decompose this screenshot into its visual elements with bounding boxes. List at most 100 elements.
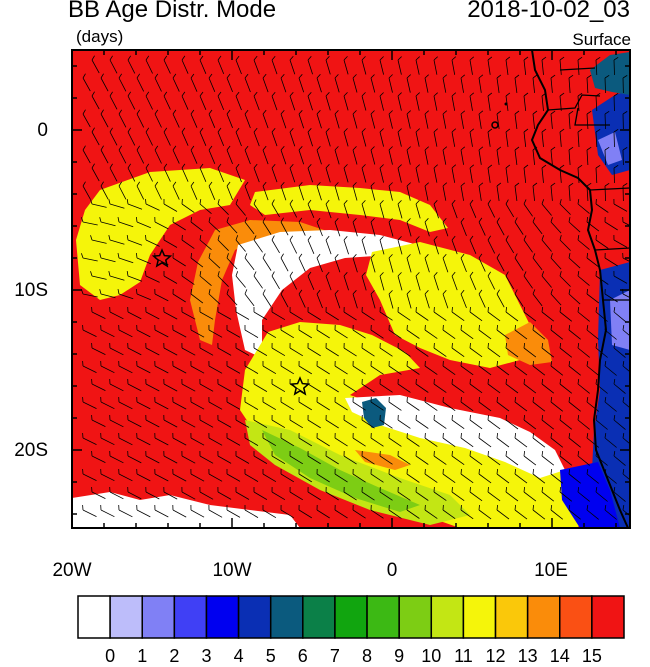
wind-barb: [361, 56, 367, 75]
plot-datetime: 2018-10-02_03: [467, 0, 630, 23]
wind-barb: [523, 486, 537, 502]
wind-barb: [118, 145, 127, 164]
wind-barb: [586, 397, 599, 412]
wind-barb: [622, 469, 630, 481]
wind-barb: [505, 342, 519, 358]
lon-label-0: 0: [386, 560, 398, 581]
wind-barb: [568, 505, 581, 520]
wind-barb: [523, 56, 529, 75]
wind-barb: [118, 504, 133, 518]
wind-barb: [316, 289, 323, 309]
wind-barb: [91, 450, 106, 463]
wind-barb: [99, 253, 116, 263]
wind-barb: [442, 396, 456, 412]
wind-barb: [280, 504, 295, 519]
wind-barb: [163, 163, 171, 182]
wind-barb: [379, 414, 393, 429]
wind-barb: [514, 468, 528, 484]
wind-barb: [280, 289, 289, 308]
wind-barb: [334, 110, 340, 129]
wind-barb: [505, 271, 515, 290]
wind-barb: [442, 289, 449, 309]
wind-barb: [406, 504, 420, 519]
wind-barb: [622, 75, 628, 94]
wind-barb: [541, 378, 555, 394]
wind-barb: [334, 324, 348, 339]
wind-barb: [126, 199, 143, 210]
wind-barb: [370, 290, 376, 309]
wind-barb: [316, 360, 330, 375]
wind-barb: [379, 92, 384, 111]
wind-barb: [577, 128, 583, 148]
wind-barb: [514, 182, 520, 201]
wind-barb: [505, 450, 519, 466]
wind-barb: [226, 505, 241, 518]
wind-barb: [388, 146, 393, 165]
colorbar-label: 4: [233, 646, 244, 666]
field-orange-ring: [190, 220, 330, 345]
wind-barb: [172, 145, 180, 164]
wind-barb: [100, 145, 109, 164]
wind-barb: [217, 450, 232, 464]
wind-barb: [100, 432, 115, 446]
wind-barb: [127, 378, 142, 392]
wind-barb: [550, 289, 562, 306]
wind-barb: [262, 289, 272, 307]
wind-barb: [604, 110, 610, 130]
wind-barb: [226, 325, 241, 338]
wind-barb: [289, 127, 296, 147]
wind-barb: [235, 343, 250, 356]
wind-barb: [442, 217, 449, 237]
wind-barb: [118, 324, 133, 338]
wind-barb: [550, 396, 564, 412]
wind-barb: [307, 56, 313, 75]
wind-barb: [532, 74, 538, 93]
wind-barb: [532, 504, 546, 520]
wind-barb: [271, 91, 278, 111]
wind-barb: [199, 414, 214, 428]
wind-barb: [253, 415, 268, 428]
wind-barb: [325, 271, 332, 291]
wind-barb: [397, 414, 411, 429]
wind-barb: [217, 163, 225, 183]
wind-barb: [244, 145, 251, 165]
wind-barb: [550, 217, 562, 234]
wind-barb: [487, 378, 501, 394]
wind-barb: [577, 235, 590, 250]
wind-barb: [190, 252, 204, 268]
wind-barb: [559, 378, 573, 394]
field-teal-spot: [362, 398, 386, 428]
map-field: [72, 50, 630, 528]
wind-barb: [370, 504, 384, 519]
wind-barb: [316, 110, 322, 129]
wind-barb: [352, 360, 366, 375]
wind-barb: [316, 468, 330, 483]
wind-barb: [514, 324, 528, 340]
wind-barb: [397, 342, 411, 357]
wind-barb: [370, 182, 376, 201]
wind-barb: [289, 414, 304, 429]
wind-barb: [244, 289, 255, 307]
wind-barb: [523, 271, 533, 289]
wind-barb: [109, 486, 124, 500]
wind-barb: [352, 254, 358, 273]
star-marker-south: [289, 376, 311, 396]
wind-barb: [334, 289, 341, 309]
wind-barb: [108, 199, 125, 209]
wind-barb: [523, 450, 537, 466]
wind-barb: [154, 504, 169, 518]
wind-barb: [91, 127, 100, 146]
wind-barb: [163, 91, 171, 110]
wind-barb: [181, 270, 195, 285]
wind-barb: [604, 397, 617, 412]
wind-barb: [316, 182, 322, 201]
wind-barb: [289, 306, 304, 321]
wind-barb: [280, 360, 295, 375]
wind-barb: [613, 92, 619, 112]
wind-barb: [271, 342, 286, 357]
wind-barb: [244, 505, 259, 518]
wind-barb: [460, 110, 466, 129]
wind-barb: [577, 379, 590, 394]
wind-barb: [199, 127, 207, 146]
wind-barb: [109, 306, 124, 320]
